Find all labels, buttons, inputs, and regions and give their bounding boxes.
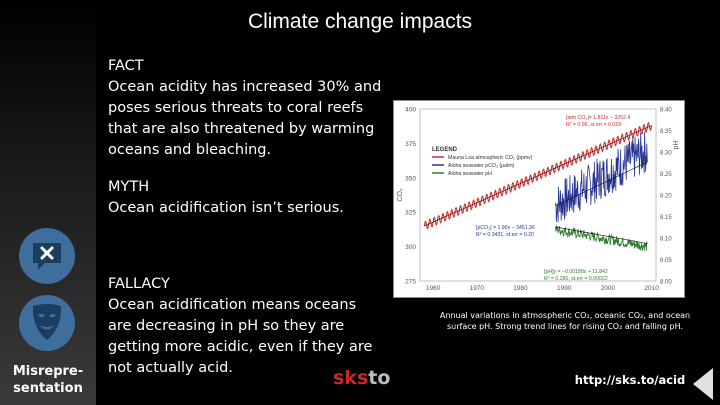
y-right-axis-label: pH [673,141,680,150]
y-right-tick-label: 8.05 [660,258,672,264]
back-arrow-icon[interactable] [693,368,713,400]
green-fit-stats: R² = 0.280, st.err = 0.00022 [544,276,608,282]
x-tick-label: 2010 [644,285,659,292]
legend-title: LEGEND [432,147,458,153]
blue-fit-stats: R² = 0.3431, st.err = 0.20 [476,232,534,238]
myth-section: MYTH Ocean acidification isn’t serious. [108,177,388,219]
y-right-tick-label: 8.00 [660,280,672,286]
plot-frame [419,108,657,282]
x-tick-label: 1980 [513,285,528,292]
red-fit-equation: [atm CO₂]= 1.811x − 3252.4 [566,115,630,121]
fallacy-text: Ocean acidification means oceans are dec… [108,297,373,376]
caption-line-2: surface pH. Strong trend lines for risin… [446,322,683,331]
y-left-tick-label: 300 [405,244,416,251]
logo-dot: s [356,367,369,389]
fact-section: FACT Ocean acidity has increased 30% and… [108,56,388,161]
y-left-tick-label: 375 [405,141,416,148]
sks-logo[interactable]: sksto [333,367,390,395]
caption-line-1: Annual variations in atmospheric CO₂, oc… [439,311,691,320]
legend-entry: Aloha seawater pH [448,171,492,177]
co2-ph-chart: 400 375 350 325 300 275 8.40 8.35 8.30 8.25 8.20 8.… [393,100,685,298]
y-left-tick-label: 275 [405,279,416,286]
trend-line [555,161,648,207]
chart-caption: Annual variations in atmospheric CO₂, oc… [430,310,700,332]
trend-line [555,226,648,244]
red-fit-stats: R² = 0.96, st.err = 0.029 [566,122,621,128]
y-right-tick-label: 8.40 [660,108,672,114]
logo-part-1: sk [333,367,357,389]
y-right-tick-label: 8.35 [660,129,672,135]
fact-heading: FACT [108,58,144,74]
fact-text: Ocean acidity has increased 30% and pose… [108,79,382,158]
sidebar: Misrepre-sentation [0,0,96,405]
chart-svg: 400 375 350 325 300 275 8.40 8.35 8.30 8.25 8.20 8.… [394,101,684,297]
fallacy-heading: FALLACY [108,276,170,292]
green-fit-equation: [pH]y = −0.00188x + 11.842 [544,269,608,275]
y-left-tick-label: 325 [405,210,416,217]
legend-entry: Mauna Loa atmospheric CO₂ (ppmv) [448,155,533,161]
x-tick-label: 1970 [470,285,485,292]
myth-heading: MYTH [108,179,150,195]
y-left-tick-label: 400 [405,107,416,114]
y-right-tick-label: 8.10 [660,237,672,243]
blue-fit-equation: [pCO₂] = 1.90x − 3451.36 [476,225,535,231]
y-right-tick-label: 8.15 [660,215,672,221]
x-tick-label: 1960 [426,285,441,292]
mask-icon[interactable] [19,295,75,351]
y-left-axis-label: CO₂ [397,188,404,202]
sks-acid-link[interactable]: http://sks.to/acid [574,373,686,387]
speech-bubble-x-icon[interactable] [19,228,75,284]
y-left-tick-label: 350 [405,175,416,182]
y-right-tick-label: 8.25 [660,172,672,178]
x-tick-label: 2000 [601,285,616,292]
logo-part-2: to [368,367,391,389]
x-tick-label: 1990 [557,285,572,292]
y-right-tick-label: 8.30 [660,151,672,157]
series-line [555,131,648,223]
myth-text: Ocean acidification isn’t serious. [108,200,344,216]
trend-line [424,125,652,227]
legend-entry: Aloha seawater pCO₂ (µatm) [448,163,515,169]
misrepresentation-label: Misrepre-sentation [12,364,84,396]
y-right-tick-label: 8.20 [660,194,672,200]
slide-title: Climate change impacts [247,10,473,33]
fallacy-section: FALLACY Ocean acidification means oceans… [108,274,378,379]
